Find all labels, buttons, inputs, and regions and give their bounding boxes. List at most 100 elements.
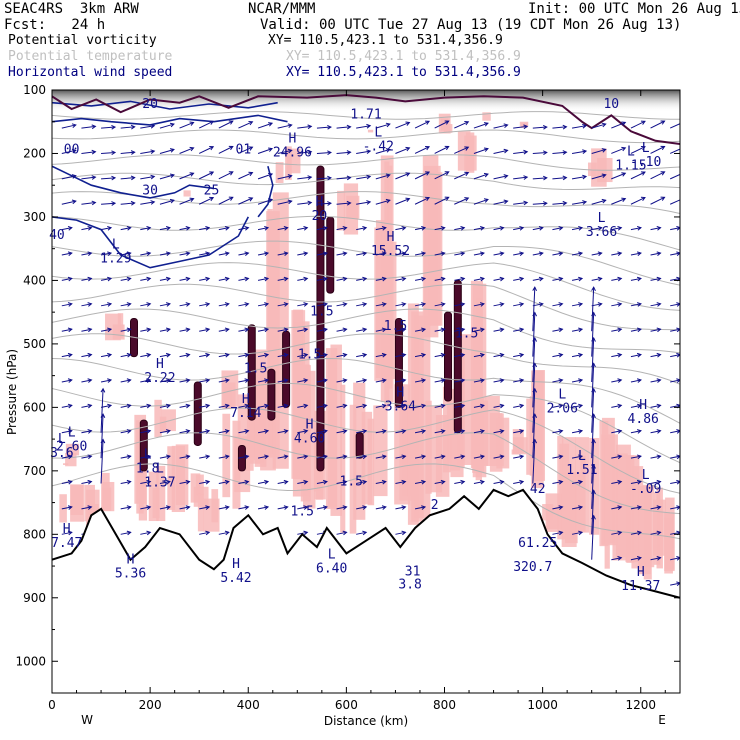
wind-arrow-head bbox=[578, 429, 584, 434]
wind-speed-shading bbox=[664, 517, 673, 574]
wind-arrow bbox=[316, 277, 328, 281]
wind-arrow-head bbox=[264, 454, 270, 460]
wind-arrow bbox=[159, 481, 171, 485]
wind-arrow-head bbox=[366, 200, 372, 205]
wind-arrow bbox=[238, 172, 253, 180]
wind-arrow-head bbox=[248, 146, 254, 151]
wind-arrow-head bbox=[578, 505, 584, 510]
wind-arrow-head bbox=[676, 429, 680, 434]
wind-speed-shading bbox=[275, 162, 284, 184]
wind-arrow bbox=[159, 506, 171, 510]
wind-speed-contour bbox=[52, 165, 215, 199]
wind-arrow-head bbox=[464, 121, 470, 126]
wind-arrow-head bbox=[460, 403, 466, 409]
wind-arrow bbox=[552, 303, 563, 307]
wind-arrow-head bbox=[656, 327, 662, 333]
field-value-label: 1.5 bbox=[455, 327, 478, 342]
wind-arrow bbox=[611, 303, 622, 307]
wind-arrow bbox=[395, 430, 406, 434]
wind-arrow bbox=[100, 252, 112, 256]
wind-arrow bbox=[434, 252, 445, 256]
wind-arrow bbox=[650, 171, 665, 180]
wind-arrow-head bbox=[460, 302, 466, 307]
wind-arrow bbox=[179, 430, 190, 434]
wind-arrow-head bbox=[558, 327, 564, 333]
wind-arrow bbox=[277, 506, 288, 510]
extremum-marker: H bbox=[387, 230, 395, 245]
field-value-label: 1.5 bbox=[384, 319, 407, 334]
wind-arrow bbox=[611, 531, 622, 535]
theta-contour bbox=[52, 463, 680, 540]
wind-arrow bbox=[630, 328, 642, 332]
wind-speed-shading bbox=[105, 313, 121, 341]
wind-arrow bbox=[611, 379, 622, 383]
wind-arrow-head bbox=[578, 530, 584, 536]
wind-arrow-head bbox=[421, 403, 427, 409]
wind-arrow-head bbox=[185, 302, 191, 307]
wind-arrow-head bbox=[342, 378, 348, 383]
wind-arrow bbox=[81, 277, 92, 281]
wind-arrow bbox=[140, 277, 151, 281]
wind-arrow bbox=[473, 481, 485, 485]
wind-arrow-head bbox=[558, 454, 564, 460]
wind-arrow bbox=[159, 252, 171, 256]
wind-arrow-head bbox=[342, 479, 348, 485]
wind-arrow bbox=[395, 172, 410, 180]
y-tick-label: 800 bbox=[23, 527, 46, 541]
wind-arrow-head bbox=[479, 429, 485, 434]
wind-arrow bbox=[199, 430, 210, 434]
wind-arrow-head bbox=[656, 556, 662, 561]
wind-arrow-head bbox=[107, 352, 113, 358]
wind-arrow bbox=[159, 379, 171, 383]
wind-arrow bbox=[670, 252, 680, 256]
wind-arrow bbox=[591, 199, 606, 205]
extremum-marker: L bbox=[642, 468, 650, 483]
wind-arrow-head bbox=[126, 530, 132, 536]
wind-arrow bbox=[669, 199, 680, 205]
wind-arrow-head bbox=[264, 302, 270, 307]
extremum-marker: H bbox=[242, 392, 250, 407]
wind-arrow bbox=[454, 252, 465, 256]
wind-arrow-head bbox=[362, 251, 368, 256]
wind-arrow bbox=[473, 198, 489, 205]
wind-arrow bbox=[571, 150, 587, 154]
wind-arrow bbox=[277, 303, 288, 307]
wind-arrow bbox=[336, 227, 347, 231]
extremum-marker: H bbox=[232, 557, 240, 572]
wind-arrow bbox=[316, 126, 331, 129]
wind-arrow-head bbox=[460, 429, 466, 434]
wind-arrow-head bbox=[656, 505, 662, 510]
wind-arrow-head bbox=[591, 489, 596, 495]
wind-arrow-head bbox=[87, 352, 93, 358]
wind-speed-shading bbox=[472, 397, 485, 473]
wind-arrow bbox=[316, 404, 328, 408]
wind-arrow-head bbox=[381, 225, 387, 231]
wind-arrow bbox=[120, 328, 131, 332]
wind-arrow bbox=[532, 388, 536, 433]
wind-arrow bbox=[218, 455, 229, 459]
wind-arrow-head bbox=[617, 225, 623, 231]
wind-arrow-head bbox=[303, 352, 309, 358]
wind-arrow bbox=[81, 303, 92, 307]
wind-arrow bbox=[591, 312, 595, 357]
wind-arrow-head bbox=[578, 403, 584, 409]
wind-arrow bbox=[316, 354, 328, 358]
x-tick-label: 1200 bbox=[625, 698, 656, 712]
wind-speed-shading bbox=[626, 455, 635, 563]
wind-arrow bbox=[493, 303, 504, 307]
wind-arrow-head bbox=[680, 172, 684, 176]
wind-arrow bbox=[434, 481, 445, 485]
wind-arrow-head bbox=[558, 276, 564, 282]
wind-arrow-head bbox=[283, 225, 289, 231]
wind-arrow-head bbox=[460, 276, 466, 282]
extremum-value: -.42 bbox=[363, 139, 394, 154]
wind-arrow bbox=[316, 151, 331, 154]
extremum-value: -.10 bbox=[630, 155, 661, 170]
wind-arrow-head bbox=[578, 352, 584, 358]
contour-label: 30 bbox=[142, 184, 158, 199]
wind-arrow-head bbox=[601, 148, 607, 153]
theta-contour bbox=[52, 357, 680, 424]
wind-arrow-head bbox=[656, 352, 662, 358]
wind-arrow-head bbox=[342, 429, 348, 434]
wind-arrow bbox=[198, 146, 214, 154]
